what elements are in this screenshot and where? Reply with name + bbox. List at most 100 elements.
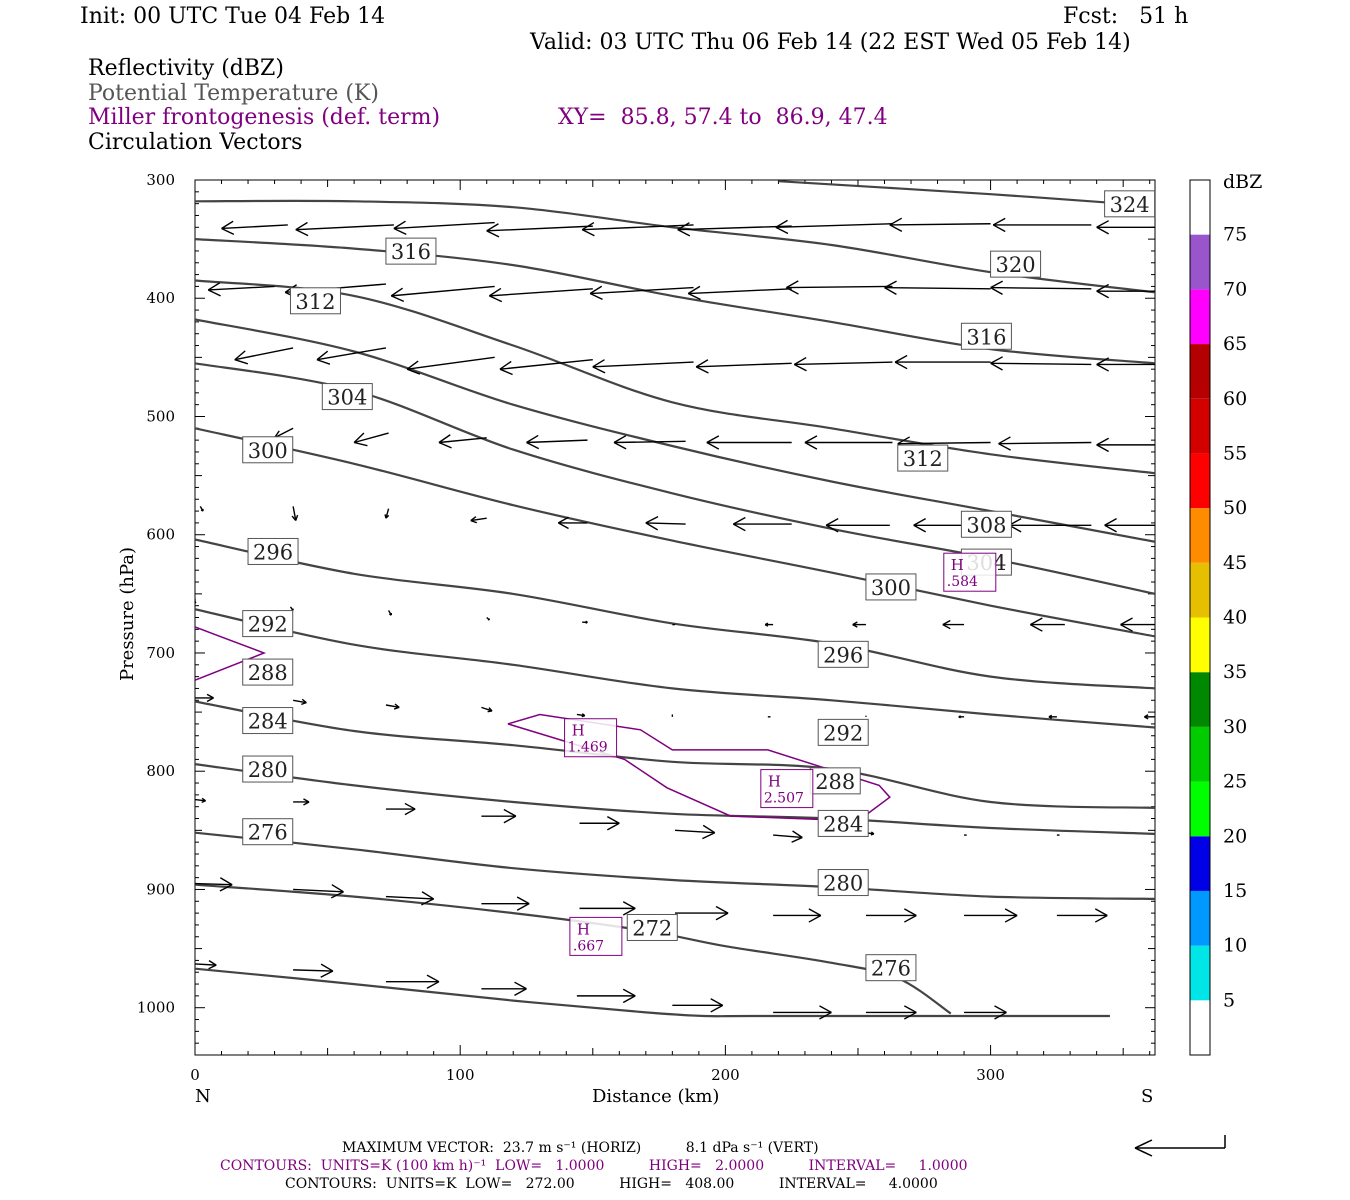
y-tick-label: 700: [146, 644, 175, 662]
field-theta: Potential Temperature (K): [88, 81, 379, 106]
vector-arrow: [481, 808, 517, 824]
fronto-contour-0: [195, 626, 267, 681]
colorbar-tick-label: 20: [1223, 825, 1247, 847]
vector-arrow: [942, 619, 965, 630]
vector-arrow: [292, 698, 307, 706]
colorbar-segment: [1190, 672, 1210, 727]
vector-arrow: [1096, 357, 1155, 372]
y-tick-label: 300: [146, 171, 175, 189]
y-tick-label: 500: [146, 407, 175, 425]
vector-arrow: [481, 981, 527, 996]
theta-label-276: 276: [865, 954, 917, 982]
vector-arrow: [387, 610, 392, 616]
colorbar-segment: [1190, 234, 1210, 290]
theta-label-316: 316: [960, 322, 1012, 350]
svg-text:284: 284: [823, 812, 863, 836]
y-tick-label: 400: [146, 289, 175, 307]
svg-text:292: 292: [248, 613, 288, 637]
vector-arrow: [889, 217, 991, 233]
vector-arrow: [1030, 617, 1065, 632]
x-tick-label: 200: [711, 1066, 740, 1084]
vector-arrow: [645, 516, 686, 531]
theta-label-292: 292: [242, 610, 294, 638]
vector-arrow: [221, 220, 288, 236]
vector-arrow: [438, 434, 487, 449]
theta-label-308: 308: [960, 510, 1012, 538]
vector-arrow: [687, 285, 792, 301]
theta-label-312: 312: [897, 444, 949, 472]
vector-arrow: [195, 960, 217, 970]
svg-text:312: 312: [903, 447, 943, 471]
vector-arrow: [488, 287, 593, 303]
svg-text:296: 296: [253, 540, 293, 564]
colorbar-tick-label: 70: [1223, 278, 1247, 300]
colorbar-segment: [1190, 289, 1210, 345]
vector-arrow: [486, 616, 491, 621]
theta-contour-300: [195, 427, 1155, 638]
x-tick-label: 300: [976, 1066, 1005, 1084]
vector-arrow: [195, 797, 207, 804]
vector-arrow: [672, 998, 724, 1013]
svg-text:324: 324: [1110, 193, 1150, 217]
vector-arrow: [825, 518, 890, 533]
vector-arrow: [884, 280, 991, 295]
fronto-max-value: .667: [573, 938, 604, 954]
colorbar-segment: [1190, 781, 1210, 837]
fronto-max-marker: H: [768, 773, 781, 791]
vector-arrow: [385, 974, 440, 989]
colorbar-tick-label: 75: [1223, 224, 1247, 246]
colorbar-segment: [1190, 562, 1210, 618]
vector-arrow: [677, 222, 792, 237]
svg-text:316: 316: [966, 325, 1006, 349]
x-tick-label: 100: [446, 1066, 475, 1084]
svg-text:300: 300: [248, 439, 288, 463]
fronto-max-3: H.667: [569, 916, 623, 956]
vector-arrow: [481, 896, 530, 911]
vector-arrow: [1096, 437, 1155, 453]
vector-arrow: [706, 435, 792, 450]
field-vectors: Circulation Vectors: [88, 130, 303, 155]
vector-arrow: [406, 356, 495, 375]
svg-text:296: 296: [823, 643, 863, 667]
theta-contour-labels: 272 276 276 280 280 284 284 288 288 292 292 296 296 3…: [242, 190, 1156, 982]
colorbar-tick-label: 25: [1223, 771, 1247, 793]
vector-arrow: [865, 1005, 917, 1020]
vector-arrow: [773, 1005, 832, 1020]
x-tick-label: 0: [190, 1066, 200, 1084]
colorbar-tick-label: 65: [1223, 333, 1247, 355]
theta-label-284: 284: [242, 707, 294, 735]
svg-text:288: 288: [815, 770, 855, 794]
fronto-max-marker: H: [577, 920, 590, 938]
vector-arrow: [579, 816, 620, 831]
vector-arrow: [990, 356, 1092, 371]
footer-max-vector: MAXIMUM VECTOR: 23.7 m s⁻¹ (HORIZ) 8.1 d…: [342, 1140, 819, 1156]
svg-text:288: 288: [248, 661, 288, 685]
theta-label-288: 288: [242, 658, 294, 686]
x-end-left: N: [195, 1086, 211, 1107]
axis-tick-labels: 0 100 200 300 300 400 500 600 700 800 900 1000: [137, 171, 1005, 1084]
theta-label-288: 288: [809, 767, 861, 795]
vector-arrow: [1144, 714, 1155, 720]
vector-arrow: [393, 220, 495, 235]
vector-arrow: [793, 356, 893, 372]
vector-arrow: [293, 963, 334, 978]
svg-text:300: 300: [871, 576, 911, 600]
theta-contour-288: [195, 700, 1155, 809]
theta-label-292: 292: [817, 718, 869, 746]
vector-arrow: [384, 508, 390, 519]
colorbar-tick-label: 40: [1223, 607, 1247, 629]
vector-arrow: [804, 435, 893, 450]
vector-arrow: [773, 830, 803, 843]
colorbar-tick-label: 55: [1223, 442, 1247, 464]
field-reflectivity: Reflectivity (dBZ): [88, 56, 284, 81]
axis-ticks: [194, 179, 1155, 1056]
theta-label-296: 296: [817, 640, 869, 668]
svg-text:276: 276: [248, 821, 288, 845]
colorbar-tick-label: 45: [1223, 552, 1247, 574]
vector-arrow: [775, 219, 893, 235]
vector-arrow: [291, 506, 299, 521]
dbz-colorbar: 5 10 15 20 25 30 35 40 45 50 55 60 65 70 75 dBZ: [1189, 171, 1262, 1056]
theta-label-300: 300: [242, 436, 294, 464]
vector-arrow: [486, 223, 593, 238]
